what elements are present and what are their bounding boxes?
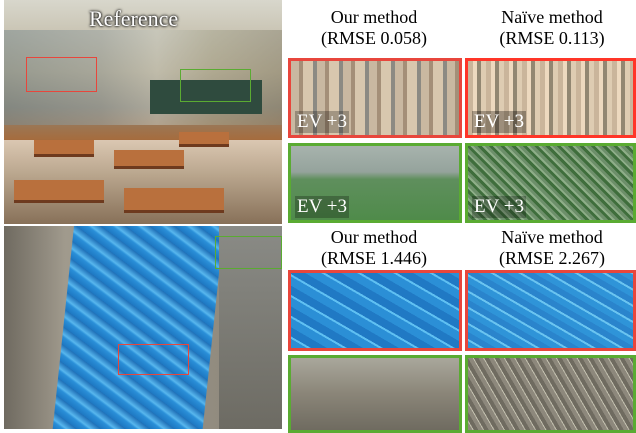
rmse-value: (RMSE 1.446)	[320, 248, 427, 268]
method-name: Our method	[330, 227, 418, 247]
method-name: Our method	[330, 7, 418, 27]
rmse-value: (RMSE 0.113)	[499, 28, 605, 48]
classroom-desk	[114, 150, 184, 169]
scene1-ours-title: Our method (RMSE 0.058)	[286, 7, 462, 49]
classroom-desk	[14, 180, 104, 203]
method-name: Naïve method	[501, 7, 603, 27]
scene2-ours-green-crop	[288, 355, 462, 433]
scene1-ours-green-crop: EV +3	[288, 143, 462, 223]
ev-label: EV +3	[472, 111, 526, 133]
green-inset-marker	[215, 236, 282, 269]
ev-label: EV +3	[295, 196, 349, 218]
scene1-naive-title: Naïve method (RMSE 0.113)	[464, 7, 636, 49]
classroom-desk	[124, 188, 224, 213]
ev-label: EV +3	[295, 111, 349, 133]
classroom-desk	[179, 132, 229, 147]
rmse-value: (RMSE 0.058)	[320, 28, 427, 48]
pool-glass-wall	[219, 226, 282, 429]
scene2-naive-red-crop	[465, 270, 636, 351]
scene1-naive-green-crop: EV +3	[465, 143, 636, 223]
method-name: Naïve method	[501, 227, 603, 247]
red-inset-marker	[118, 344, 189, 375]
ev-label: EV +3	[472, 196, 526, 218]
scene1-naive-red-crop: EV +3	[465, 58, 636, 138]
scene2-ours-red-crop	[288, 270, 462, 351]
red-inset-marker	[26, 57, 97, 92]
rmse-value: (RMSE 2.267)	[498, 248, 605, 268]
pool-water	[52, 226, 224, 429]
reference-label: Reference	[89, 6, 179, 31]
classroom-reference-image: Reference	[4, 0, 282, 224]
green-inset-marker	[180, 69, 251, 102]
scene1-ours-red-crop: EV +3	[288, 58, 462, 138]
pool-reference-image	[4, 226, 282, 429]
scene2-ours-title: Our method (RMSE 1.446)	[286, 227, 462, 269]
scene2-naive-green-crop	[465, 355, 636, 433]
classroom-blackboard	[150, 80, 262, 114]
scene2-naive-title: Naïve method (RMSE 2.267)	[464, 227, 636, 269]
classroom-desk	[34, 140, 94, 157]
